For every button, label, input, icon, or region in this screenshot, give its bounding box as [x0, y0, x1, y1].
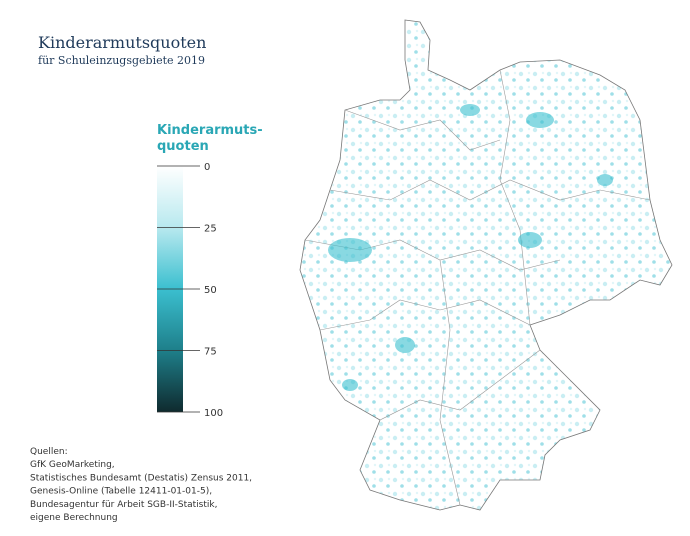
legend-title: quoten	[157, 139, 209, 154]
legend-tick-label: 0	[204, 162, 210, 173]
map-germany	[299, 19, 673, 511]
source-line: Genesis-Online (Tabelle 12411-01-01-5),	[30, 487, 212, 497]
legend: Kinderarmuts- quoten 0 25 50 75 100	[157, 123, 263, 419]
legend-tick-label: 100	[204, 408, 223, 419]
country-outline	[299, 19, 673, 511]
legend-tick-label: 75	[204, 347, 217, 358]
region-borders	[304, 69, 651, 506]
source-line: GfK GeoMarketing,	[30, 460, 115, 470]
legend-title: Kinderarmuts-	[157, 123, 263, 138]
title: Kinderarmutsquoten	[38, 33, 206, 52]
subtitle: für Schuleinzugsgebiete 2019	[38, 54, 205, 67]
source-line: Bundesagentur für Arbeit SGB-II-Statisti…	[30, 500, 217, 510]
sources: Quellen: GfK GeoMarketing, Statistisches B…	[30, 447, 252, 523]
source-line: Statistisches Bundesamt (Destatis) Zensu…	[30, 473, 252, 483]
legend-tick-label: 25	[204, 224, 217, 235]
source-line: Quellen:	[30, 447, 68, 457]
legend-tick-label: 50	[204, 285, 217, 296]
source-line: eigene Berechnung	[30, 513, 118, 523]
hotspots	[328, 104, 613, 391]
